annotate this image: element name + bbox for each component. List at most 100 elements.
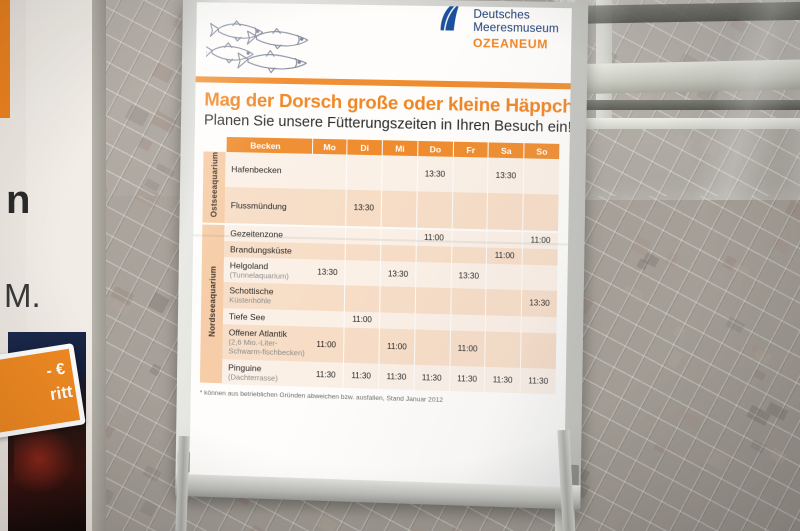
feeding-time-cell-so — [523, 158, 560, 195]
feeding-time-cell-mo: 13:30 — [309, 258, 346, 286]
feeding-time-cell-so — [521, 315, 558, 333]
tank-name-cell: Offener Atlantik (2,6 Mio.-Liter-Schwarm-… — [222, 323, 310, 362]
poster-price-badge: - € ritt — [0, 342, 86, 440]
feeding-time-cell-di: 11:30 — [343, 362, 379, 389]
feeding-time-cell-mo: 11:30 — [308, 361, 344, 388]
feeding-time-cell-di: 11:00 — [344, 310, 380, 329]
feeding-time-cell-fr: 13:30 — [450, 262, 487, 290]
feeding-time-cell-di — [346, 154, 383, 191]
feeding-times-poster: Deutsches Meeresmuseum OZEANEUM Mag der … — [189, 2, 572, 487]
glass-dark-band — [560, 1, 800, 25]
badge-word-text: ritt — [48, 381, 75, 405]
glass-mullion-upper — [560, 59, 800, 95]
column-header-mi: Mi — [382, 140, 418, 157]
school-of-fish-illustration — [205, 20, 358, 73]
feeding-time-cell-mo: 11:00 — [308, 326, 345, 363]
poster-text-fragment-m: M. — [4, 277, 41, 314]
tank-name-subtitle: (Dachterrasse) — [227, 371, 278, 383]
table-body: Ostseeaquarium Hafenbecken 13:30 13:30 Fluss… — [199, 151, 560, 395]
tank-name-subtitle: (Tunnelaquarium) — [229, 269, 289, 281]
feeding-time-cell-sa — [486, 263, 523, 290]
feeding-time-cell-sa — [485, 314, 522, 332]
poster-orange-stripe — [0, 0, 10, 118]
a-frame-sign-board: Deutsches Meeresmuseum OZEANEUM Mag der … — [175, 0, 589, 510]
feeding-time-cell-di — [345, 259, 381, 287]
feeding-time-cell-di — [345, 243, 381, 261]
storefront-glass — [560, 0, 800, 200]
feeding-time-cell-mi — [381, 190, 417, 229]
feeding-time-cell-mi: 13:30 — [380, 260, 416, 288]
feeding-time-cell-mi — [379, 286, 416, 313]
feeding-time-cell-do — [415, 245, 452, 263]
feeding-time-cell-mo — [309, 309, 345, 328]
feeding-time-cell-di — [344, 285, 381, 312]
feeding-time-cell-so — [522, 193, 560, 232]
feeding-time-cell-fr: 11:30 — [449, 365, 486, 393]
group-label-text: Nordseeaquarium — [207, 265, 218, 337]
logo-brand-ozeaneum: OZEANEUM — [472, 36, 549, 52]
table-header-spacer — [203, 136, 226, 152]
poster-header: Deutsches Meeresmuseum OZEANEUM — [196, 2, 572, 83]
badge-currency-text: - € — [45, 360, 67, 381]
feeding-time-cell-sa: 11:30 — [484, 366, 521, 394]
feeding-time-cell-mi — [379, 311, 416, 330]
background-poster-left: n M. - € ritt — [0, 0, 92, 531]
tank-name-cell: Pinguine (Dachterrasse) — [221, 358, 309, 387]
feeding-time-cell-mo — [310, 188, 347, 227]
feeding-time-cell-mi: 11:30 — [378, 363, 415, 391]
feeding-time-cell-mo — [310, 242, 346, 260]
feeding-time-cell-do — [416, 191, 453, 230]
feeding-time-cell-mi — [380, 227, 417, 246]
feeding-time-cell-so: 11:00 — [522, 230, 559, 249]
tank-name-cell: Schottische Küstenhöhle — [223, 282, 310, 310]
logo-line-2: Meeresmuseum — [473, 21, 559, 35]
feeding-time-cell-do: 11:30 — [413, 364, 450, 392]
feeding-time-cell-do — [415, 261, 452, 289]
feeding-time-cell-di: 13:30 — [345, 189, 382, 228]
tank-name-cell: Helgoland (Tunnelaquarium) — [223, 256, 311, 285]
group-label-nordseeaquarium: Nordseeaquarium — [199, 222, 225, 385]
feeding-time-cell-sa: 11:00 — [486, 247, 523, 265]
column-header-sa: Sa — [488, 142, 525, 159]
feeding-time-cell-mo — [309, 284, 346, 311]
tank-name-cell: Hafenbecken — [225, 151, 312, 189]
feeding-time-cell-so: 11:30 — [520, 367, 557, 395]
feeding-time-cell-do — [415, 287, 451, 314]
feeding-time-cell-so: 13:30 — [521, 289, 558, 317]
feeding-time-cell-do — [414, 329, 451, 366]
column-header-mo: Mo — [311, 138, 348, 155]
group-label-text: Ostseeaquarium — [209, 151, 220, 218]
museum-logo: Deutsches Meeresmuseum OZEANEUM — [440, 2, 561, 52]
feeding-time-cell-mo — [310, 225, 346, 244]
feeding-time-cell-so — [522, 247, 559, 266]
feeding-time-cell-fr — [451, 191, 488, 230]
feeding-time-cell-do: 13:30 — [416, 156, 453, 192]
feeding-time-cell-mi: 11:00 — [378, 328, 415, 365]
feeding-time-cell-fr: 11:00 — [449, 329, 486, 367]
feeding-time-cell-so — [520, 331, 557, 369]
feeding-time-cell-mo — [311, 153, 348, 190]
feeding-time-cell-di — [345, 226, 382, 245]
feeding-time-cell-fr — [452, 156, 489, 193]
sign-display-area: Deutsches Meeresmuseum OZEANEUM Mag der … — [189, 2, 572, 487]
feeding-times-table: Becken Mo Di Mi Do Fr Sa So Ostseeaquarium Hafen… — [199, 136, 561, 395]
feeding-time-cell-sa — [485, 330, 522, 368]
glass-mullion-lower — [560, 118, 800, 129]
logo-line-1: Deutsches — [473, 8, 530, 22]
tank-name-cell: Gezeitenzone — [224, 223, 311, 243]
wave-fin-icon — [440, 2, 465, 33]
feeding-time-cell-sa: 13:30 — [487, 157, 524, 194]
feeding-time-cell-do: 11:00 — [416, 228, 452, 247]
feeding-time-cell-sa — [487, 192, 524, 231]
wall-edge-left — [92, 0, 106, 531]
glass-mullion-dark — [560, 100, 800, 110]
feeding-time-cell-fr — [451, 229, 488, 248]
feeding-time-cell-sa — [486, 229, 523, 248]
column-header-do: Do — [417, 140, 454, 157]
tank-name-subtitle: Küstenhöhle — [229, 295, 272, 306]
column-header-fr: Fr — [452, 141, 489, 158]
feeding-time-cell-fr — [450, 313, 486, 331]
tank-name-subtitle: (2,6 Mio.-Liter-Schwarm-fischbecken) — [228, 336, 305, 358]
feeding-time-cell-sa — [485, 289, 522, 316]
